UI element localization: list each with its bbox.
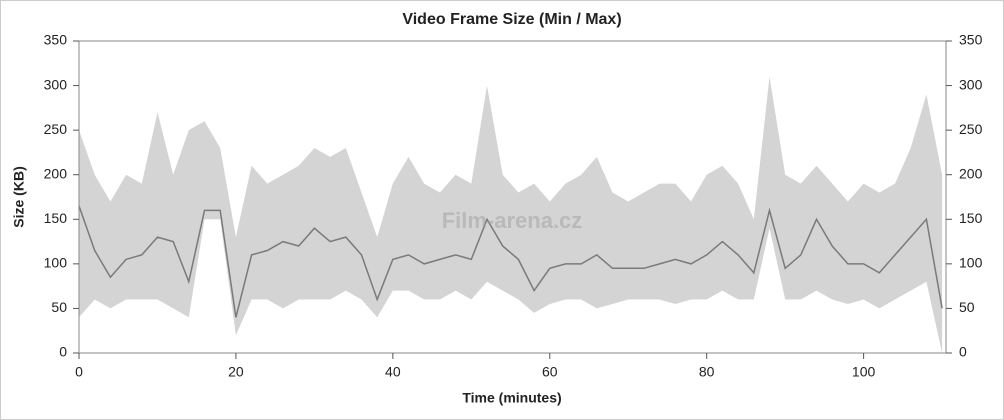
y-tick-label: 0 bbox=[59, 344, 67, 360]
y-tick-label: 250 bbox=[44, 121, 68, 137]
area bbox=[79, 76, 943, 353]
watermark: Film-arena.cz bbox=[442, 208, 583, 233]
y2-tick-label: 350 bbox=[959, 32, 983, 48]
line bbox=[78, 205, 943, 318]
x-tick-label: 80 bbox=[699, 364, 715, 380]
y-tick-label: 200 bbox=[44, 165, 68, 181]
y-tick-label: 150 bbox=[44, 210, 68, 226]
y-axis-title: Size (KB) bbox=[11, 166, 27, 227]
area bbox=[79, 219, 943, 353]
x-tick-label: 40 bbox=[385, 364, 401, 380]
x-tick-label: 0 bbox=[75, 364, 83, 380]
y2-tick-label: 150 bbox=[959, 210, 983, 226]
y-tick-label: 50 bbox=[51, 299, 67, 315]
y2-tick-label: 100 bbox=[959, 255, 983, 271]
y-tick-label: 100 bbox=[44, 255, 68, 271]
y2-tick-label: 50 bbox=[959, 299, 975, 315]
plot-border bbox=[78, 40, 947, 354]
x-tick-label: 100 bbox=[852, 364, 876, 380]
x-tick-label: 20 bbox=[228, 364, 244, 380]
chart-title: Video Frame Size (Min / Max) bbox=[402, 11, 621, 28]
y2-tick-label: 200 bbox=[959, 165, 983, 181]
y2-tick-label: 0 bbox=[959, 344, 967, 360]
x-tick-label: 60 bbox=[542, 364, 558, 380]
y2-tick-label: 300 bbox=[959, 76, 983, 92]
y-tick-label: 300 bbox=[44, 76, 68, 92]
y2-tick-label: 250 bbox=[959, 121, 983, 137]
x-axis-title: Time (minutes) bbox=[462, 390, 561, 406]
y-tick-label: 350 bbox=[44, 32, 68, 48]
